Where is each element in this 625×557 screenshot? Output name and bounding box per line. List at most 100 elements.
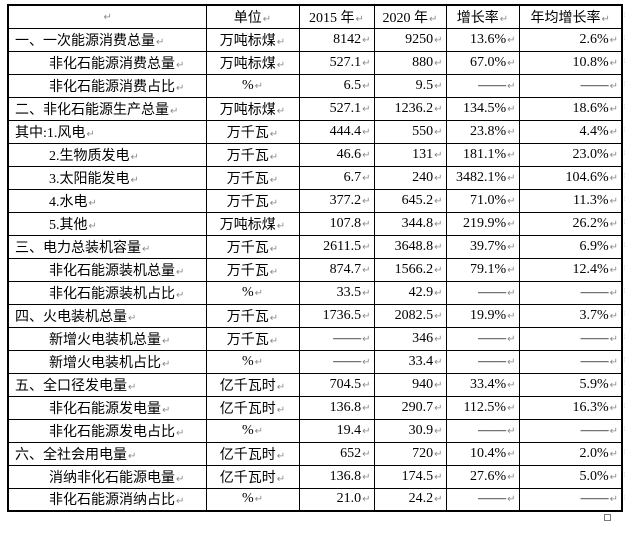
cell-2020[interactable]: 550↵: [373, 119, 447, 144]
cell-indicator-label[interactable]: 5.其他↵: [7, 211, 207, 236]
cell-2020[interactable]: 42.9↵: [373, 280, 447, 305]
cell-2020[interactable]: 880↵: [373, 50, 447, 75]
cell-unit[interactable]: %↵: [205, 418, 300, 443]
cell-2020[interactable]: 9250↵: [373, 27, 447, 52]
cell-avg-growth-rate[interactable]: 23.0%↵: [518, 142, 623, 167]
cell-avg-growth-rate[interactable]: 6.9%↵: [518, 234, 623, 259]
cell-avg-growth-rate[interactable]: ——↵: [518, 326, 623, 351]
cell-2020[interactable]: 24.2↵: [373, 487, 447, 512]
cell-2020[interactable]: 131↵: [373, 142, 447, 167]
cell-2020[interactable]: 940↵: [373, 372, 447, 397]
cell-avg-growth-rate[interactable]: 18.6%↵: [518, 96, 623, 121]
cell-indicator-label[interactable]: 非化石能源消纳占比↵: [7, 487, 207, 512]
cell-2015[interactable]: 136.8↵: [298, 464, 375, 489]
cell-2015[interactable]: 107.8↵: [298, 211, 375, 236]
cell-growth-rate[interactable]: 134.5%↵: [445, 96, 520, 121]
cell-growth-rate[interactable]: ——↵: [445, 73, 520, 98]
cell-2020[interactable]: 344.8↵: [373, 211, 447, 236]
cell-2015[interactable]: 46.6↵: [298, 142, 375, 167]
cell-unit[interactable]: 亿千瓦时↵: [205, 441, 300, 466]
cell-avg-growth-rate[interactable]: 104.6%↵: [518, 165, 623, 190]
cell-indicator-label[interactable]: 一、一次能源消费总量↵: [7, 27, 207, 52]
cell-2015[interactable]: 527.1↵: [298, 50, 375, 75]
cell-2015[interactable]: 527.1↵: [298, 96, 375, 121]
cell-unit[interactable]: 万千瓦↵: [205, 142, 300, 167]
cell-unit[interactable]: 亿千瓦时↵: [205, 395, 300, 420]
cell-unit[interactable]: 万吨标煤↵: [205, 96, 300, 121]
column-header-growth[interactable]: 增长率↵: [445, 4, 520, 29]
cell-indicator-label[interactable]: 三、电力总装机容量↵: [7, 234, 207, 259]
cell-2015[interactable]: 19.4↵: [298, 418, 375, 443]
cell-growth-rate[interactable]: 39.7%↵: [445, 234, 520, 259]
cell-2020[interactable]: 346↵: [373, 326, 447, 351]
cell-growth-rate[interactable]: 19.9%↵: [445, 303, 520, 328]
cell-avg-growth-rate[interactable]: 2.0%↵: [518, 441, 623, 466]
cell-2015[interactable]: ——↵: [298, 326, 375, 351]
cell-unit[interactable]: 万吨标煤↵: [205, 50, 300, 75]
cell-indicator-label[interactable]: 新增火电装机占比↵: [7, 349, 207, 374]
cell-2015[interactable]: 704.5↵: [298, 372, 375, 397]
cell-indicator-label[interactable]: 消纳非化石能源电量↵: [7, 464, 207, 489]
cell-indicator-label[interactable]: 非化石能源装机占比↵: [7, 280, 207, 305]
cell-avg-growth-rate[interactable]: 12.4%↵: [518, 257, 623, 282]
cell-growth-rate[interactable]: 112.5%↵: [445, 395, 520, 420]
cell-unit[interactable]: %↵: [205, 487, 300, 512]
cell-growth-rate[interactable]: ——↵: [445, 487, 520, 512]
column-header-blank[interactable]: ↵: [7, 4, 207, 29]
cell-2020[interactable]: 2082.5↵: [373, 303, 447, 328]
cell-avg-growth-rate[interactable]: 10.8%↵: [518, 50, 623, 75]
column-header-unit[interactable]: 单位↵: [205, 4, 300, 29]
column-header-2015[interactable]: 2015 年↵: [298, 4, 375, 29]
cell-indicator-label[interactable]: 非化石能源装机总量↵: [7, 257, 207, 282]
cell-unit[interactable]: 万千瓦↵: [205, 165, 300, 190]
cell-2015[interactable]: 1736.5↵: [298, 303, 375, 328]
cell-growth-rate[interactable]: ——↵: [445, 280, 520, 305]
cell-avg-growth-rate[interactable]: 26.2%↵: [518, 211, 623, 236]
cell-2020[interactable]: 720↵: [373, 441, 447, 466]
cell-2015[interactable]: 33.5↵: [298, 280, 375, 305]
cell-indicator-label[interactable]: 六、全社会用电量↵: [7, 441, 207, 466]
cell-indicator-label[interactable]: 非化石能源发电占比↵: [7, 418, 207, 443]
cell-growth-rate[interactable]: 79.1%↵: [445, 257, 520, 282]
column-header-2020[interactable]: 2020 年↵: [373, 4, 447, 29]
cell-indicator-label[interactable]: 其中:1.风电↵: [7, 119, 207, 144]
cell-2020[interactable]: 1566.2↵: [373, 257, 447, 282]
cell-avg-growth-rate[interactable]: 2.6%↵: [518, 27, 623, 52]
cell-2020[interactable]: 174.5↵: [373, 464, 447, 489]
cell-growth-rate[interactable]: 181.1%↵: [445, 142, 520, 167]
cell-growth-rate[interactable]: 71.0%↵: [445, 188, 520, 213]
cell-growth-rate[interactable]: ——↵: [445, 418, 520, 443]
cell-unit[interactable]: %↵: [205, 280, 300, 305]
cell-avg-growth-rate[interactable]: 16.3%↵: [518, 395, 623, 420]
cell-indicator-label[interactable]: 非化石能源消费总量↵: [7, 50, 207, 75]
cell-avg-growth-rate[interactable]: ——↵: [518, 418, 623, 443]
cell-2015[interactable]: 2611.5↵: [298, 234, 375, 259]
cell-indicator-label[interactable]: 非化石能源消费占比↵: [7, 73, 207, 98]
cell-indicator-label[interactable]: 二、非化石能源生产总量↵: [7, 96, 207, 121]
cell-unit[interactable]: 万千瓦↵: [205, 303, 300, 328]
cell-2020[interactable]: 645.2↵: [373, 188, 447, 213]
cell-unit[interactable]: %↵: [205, 349, 300, 374]
cell-growth-rate[interactable]: 67.0%↵: [445, 50, 520, 75]
cell-indicator-label[interactable]: 4.水电↵: [7, 188, 207, 213]
cell-unit[interactable]: 万千瓦↵: [205, 326, 300, 351]
cell-2020[interactable]: 9.5↵: [373, 73, 447, 98]
cell-2020[interactable]: 30.9↵: [373, 418, 447, 443]
cell-growth-rate[interactable]: ——↵: [445, 326, 520, 351]
cell-2015[interactable]: 136.8↵: [298, 395, 375, 420]
column-header-avg-growth[interactable]: 年均增长率↵: [518, 4, 623, 29]
cell-indicator-label[interactable]: 非化石能源发电量↵: [7, 395, 207, 420]
cell-2020[interactable]: 33.4↵: [373, 349, 447, 374]
cell-unit[interactable]: 亿千瓦时↵: [205, 464, 300, 489]
cell-indicator-label[interactable]: 2.生物质发电↵: [7, 142, 207, 167]
cell-growth-rate[interactable]: 10.4%↵: [445, 441, 520, 466]
cell-indicator-label[interactable]: 四、火电装机总量↵: [7, 303, 207, 328]
cell-2015[interactable]: 874.7↵: [298, 257, 375, 282]
cell-indicator-label[interactable]: 新增火电装机总量↵: [7, 326, 207, 351]
cell-unit[interactable]: 万吨标煤↵: [205, 27, 300, 52]
cell-unit[interactable]: 亿千瓦时↵: [205, 372, 300, 397]
cell-growth-rate[interactable]: 219.9%↵: [445, 211, 520, 236]
cell-avg-growth-rate[interactable]: 5.9%↵: [518, 372, 623, 397]
cell-avg-growth-rate[interactable]: ——↵: [518, 487, 623, 512]
cell-unit[interactable]: 万千瓦↵: [205, 234, 300, 259]
